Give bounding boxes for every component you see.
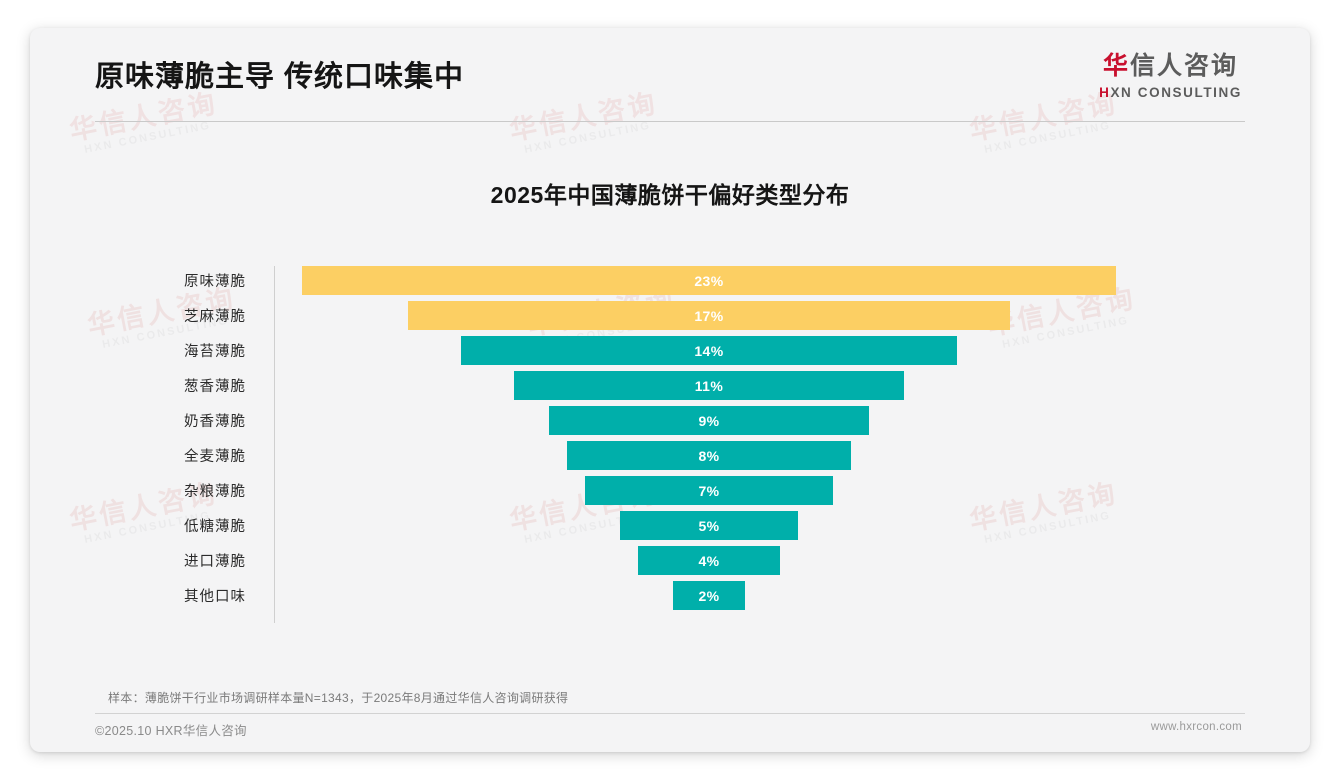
funnel-row: 海苔薄脆 14% xyxy=(30,333,1310,368)
category-label: 葱香薄脆 xyxy=(184,379,246,395)
funnel-row: 葱香薄脆 11% xyxy=(30,368,1310,403)
brand-logo: 华信人咨询 HXN CONSULTING xyxy=(1099,54,1242,100)
bar-value-label: 8% xyxy=(698,447,720,464)
bar-value-label: 5% xyxy=(698,517,720,534)
bar-value-label: 4% xyxy=(698,552,720,569)
funnel-row: 其他口味 2% xyxy=(30,578,1310,613)
page-title: 原味薄脆主导 传统口味集中 xyxy=(95,61,465,93)
funnel-row: 全麦薄脆 8% xyxy=(30,438,1310,473)
logo-en-rest: XN CONSULTING xyxy=(1110,85,1242,100)
funnel-row: 芝麻薄脆 17% xyxy=(30,298,1310,333)
logo-english-text: HXN CONSULTING xyxy=(1099,86,1242,100)
bar-value-label: 23% xyxy=(694,272,724,289)
bar-value-label: 11% xyxy=(694,377,724,394)
category-label: 原味薄脆 xyxy=(184,274,246,290)
logo-en-red-char: H xyxy=(1099,85,1111,100)
category-label: 海苔薄脆 xyxy=(184,344,246,360)
category-axis-line xyxy=(274,266,275,623)
funnel-bar[interactable]: 14% xyxy=(461,336,957,365)
bar-value-label: 14% xyxy=(694,342,724,359)
category-label: 芝麻薄脆 xyxy=(184,309,246,325)
chart-title: 2025年中国薄脆饼干偏好类型分布 xyxy=(490,182,850,208)
category-label: 进口薄脆 xyxy=(184,554,246,570)
funnel-row: 进口薄脆 4% xyxy=(30,543,1310,578)
funnel-row: 低糖薄脆 5% xyxy=(30,508,1310,543)
website-url[interactable]: www.hxrcon.com xyxy=(1150,721,1242,733)
bar-value-label: 2% xyxy=(698,587,720,604)
category-label: 杂粮薄脆 xyxy=(184,484,246,500)
slide-canvas: 华信人咨询 HXN CONSULTING 华信人咨询 HXN CONSULTING 华信… xyxy=(30,28,1310,752)
funnel-bar[interactable]: 17% xyxy=(408,301,1010,330)
source-note: 样本：薄脆饼干行业市场调研样本量N=1343，于2025年8月通过华信人咨询调研… xyxy=(108,691,569,705)
funnel-row: 原味薄脆 23% xyxy=(30,263,1310,298)
logo-chinese-text: 华信人咨询 xyxy=(1099,54,1242,79)
funnel-bar[interactable]: 9% xyxy=(549,406,869,435)
header-divider xyxy=(95,121,1245,122)
footer-divider xyxy=(95,713,1245,714)
category-label: 全麦薄脆 xyxy=(184,449,246,465)
logo-cn-rest: 信人咨询 xyxy=(1130,52,1239,80)
logo-cn-red-char: 华 xyxy=(1103,52,1131,80)
category-label: 奶香薄脆 xyxy=(184,414,246,430)
bar-value-label: 7% xyxy=(698,482,720,499)
category-label: 其他口味 xyxy=(184,589,246,605)
slide-header: 原味薄脆主导 传统口味集中 华信人咨询 HXN CONSULTING xyxy=(30,28,1310,114)
funnel-bar[interactable]: 2% xyxy=(673,581,745,610)
bar-value-label: 9% xyxy=(698,412,720,429)
funnel-bar[interactable]: 23% xyxy=(302,266,1116,295)
funnel-bar[interactable]: 5% xyxy=(620,511,798,540)
chart-container: 2025年中国薄脆饼干偏好类型分布 原味薄脆 23% 芝麻薄脆 17% 海苔薄脆 14% 葱… xyxy=(30,128,1310,668)
funnel-row: 杂粮薄脆 7% xyxy=(30,473,1310,508)
copyright-text: ©2025.10 HXR华信人咨询 xyxy=(95,724,247,738)
funnel-bar[interactable]: 4% xyxy=(637,546,781,575)
funnel-bar[interactable]: 7% xyxy=(584,476,834,505)
category-label: 低糖薄脆 xyxy=(184,519,246,535)
funnel-plot: 原味薄脆 23% 芝麻薄脆 17% 海苔薄脆 14% 葱香薄脆 11% 奶香薄脆 9% 全麦薄脆 8%… xyxy=(30,263,1310,633)
bar-value-label: 17% xyxy=(694,307,724,324)
funnel-bar[interactable]: 8% xyxy=(567,441,851,470)
funnel-row: 奶香薄脆 9% xyxy=(30,403,1310,438)
funnel-bar[interactable]: 11% xyxy=(514,371,904,400)
